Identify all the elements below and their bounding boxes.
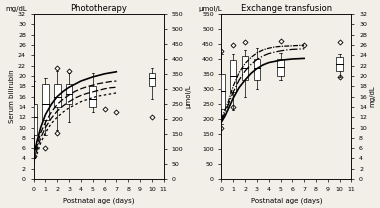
Bar	[30, 104, 37, 135]
Bar	[230, 61, 236, 92]
Bar	[336, 57, 343, 71]
Bar	[42, 84, 49, 120]
Bar	[54, 84, 60, 107]
Bar	[149, 73, 155, 86]
Text: mg/dL: mg/dL	[5, 6, 27, 12]
Text: µmol/L: µmol/L	[198, 6, 222, 12]
Title: Exchange transfusion: Exchange transfusion	[241, 4, 332, 13]
Bar	[277, 59, 284, 76]
Title: Phototherapy: Phototherapy	[70, 4, 127, 13]
X-axis label: Postnatal age (days): Postnatal age (days)	[251, 197, 322, 204]
Bar	[66, 84, 72, 104]
Y-axis label: Serum bilirubin: Serum bilirubin	[9, 70, 15, 123]
X-axis label: Postnatal age (days): Postnatal age (days)	[63, 197, 135, 204]
Y-axis label: mg/dL: mg/dL	[370, 86, 376, 107]
Bar	[218, 74, 225, 109]
Bar	[242, 56, 248, 80]
Y-axis label: µmol/L: µmol/L	[186, 85, 192, 108]
Bar	[89, 86, 96, 107]
Bar	[253, 59, 260, 80]
